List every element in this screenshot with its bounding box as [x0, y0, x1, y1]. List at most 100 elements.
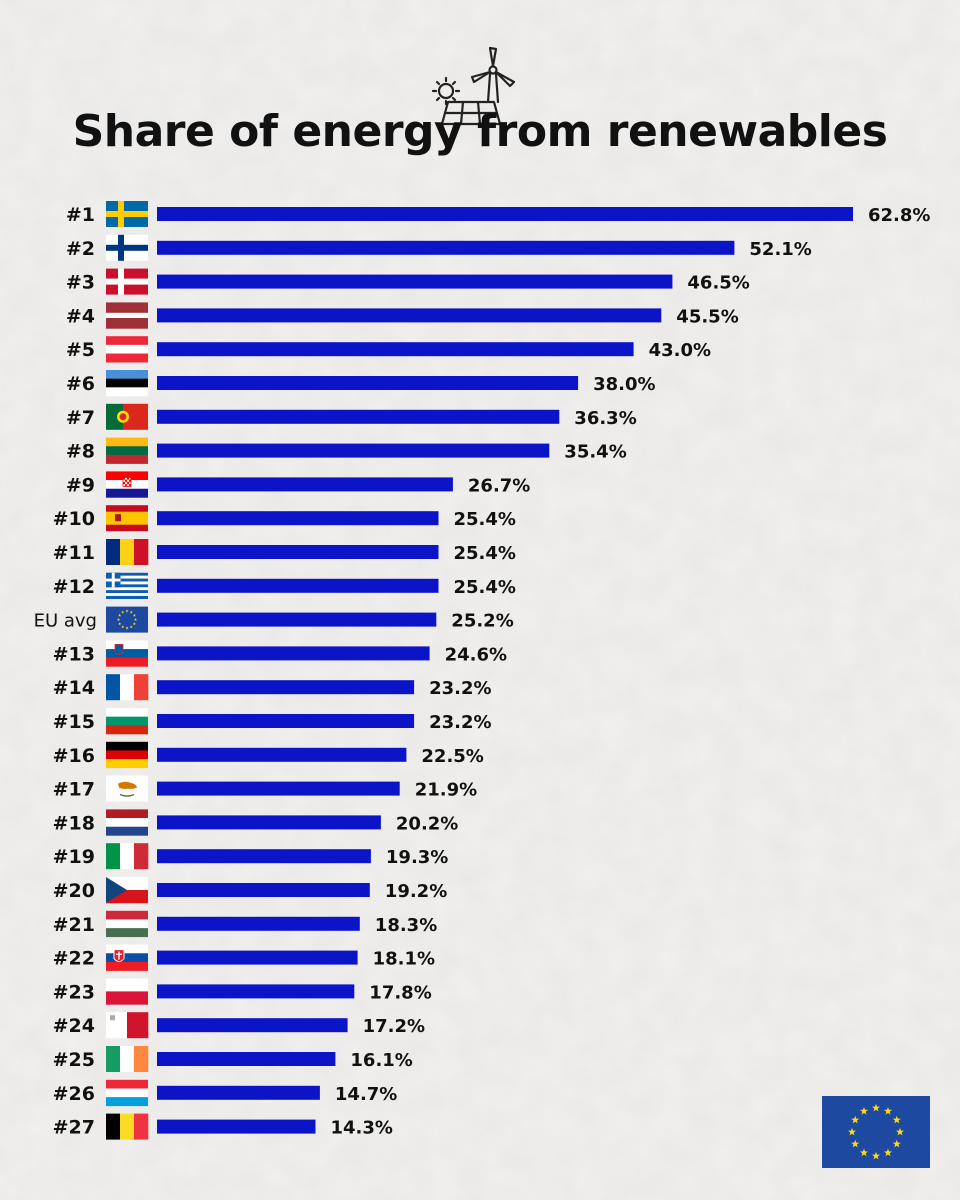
value-label: 25.2%	[451, 611, 513, 632]
bar	[157, 714, 415, 728]
bar	[157, 207, 853, 221]
value-label: 17.2%	[363, 1016, 425, 1037]
bar	[157, 849, 371, 864]
wind-turbine-solar-panel-icon	[431, 46, 516, 126]
value-label: 62.8%	[868, 205, 930, 226]
value-label: 18.1%	[373, 949, 435, 970]
category-label: #6	[66, 373, 95, 395]
eu-flag-logo	[822, 1096, 930, 1168]
bar	[157, 1018, 348, 1033]
category-label: #15	[53, 711, 95, 733]
bar	[157, 443, 550, 458]
greece-flag	[106, 572, 148, 599]
finland-flag	[106, 234, 148, 261]
category-label: #1	[66, 204, 95, 226]
category-label: #18	[53, 812, 95, 834]
cyprus-flag	[106, 775, 148, 802]
value-label: 26.7%	[468, 475, 530, 496]
portugal-flag	[106, 403, 148, 430]
slovakia-flag	[106, 944, 148, 971]
bar	[157, 781, 400, 796]
category-label: #5	[66, 339, 95, 361]
luxembourg-flag	[106, 1079, 148, 1107]
value-label: 19.3%	[386, 847, 448, 868]
value-label: 18.3%	[375, 915, 437, 936]
category-label: #22	[53, 948, 95, 970]
value-label: 21.9%	[415, 780, 477, 801]
eu-flag	[106, 606, 148, 633]
lithuania-flag	[106, 437, 148, 464]
category-label: #13	[53, 643, 95, 665]
category-label: #14	[53, 677, 95, 699]
value-label: 25.4%	[454, 543, 516, 564]
value-label: 25.4%	[454, 509, 516, 530]
bar	[157, 883, 370, 897]
category-label: #26	[53, 1083, 95, 1105]
malta-flag	[106, 1012, 149, 1039]
value-label: 20.2%	[396, 813, 458, 834]
category-label: #16	[53, 745, 95, 767]
value-label: 25.4%	[454, 577, 516, 598]
category-label: #9	[66, 474, 95, 496]
bar	[157, 477, 453, 492]
bar	[157, 578, 439, 593]
value-label: 14.7%	[335, 1084, 397, 1105]
latvia-flag	[106, 302, 148, 329]
value-label: 19.2%	[385, 881, 447, 902]
value-label: 14.3%	[331, 1118, 393, 1139]
ireland-flag	[106, 1046, 149, 1072]
bar	[157, 1119, 316, 1134]
bar	[157, 308, 662, 323]
value-label: 43.0%	[649, 340, 711, 361]
bar	[157, 612, 437, 627]
category-label: #8	[66, 441, 95, 463]
category-label: #4	[66, 305, 95, 327]
category-label: #20	[53, 880, 95, 902]
bar	[157, 916, 360, 931]
denmark-flag	[106, 268, 148, 295]
bar	[157, 342, 634, 357]
slovenia-flag	[106, 640, 148, 667]
value-label: 38.0%	[593, 374, 655, 395]
category-label: #25	[53, 1049, 95, 1071]
category-label: #2	[66, 238, 95, 260]
czechia-flag	[106, 877, 148, 904]
value-label: 35.4%	[564, 442, 626, 463]
croatia-flag	[106, 471, 148, 498]
bar	[157, 240, 735, 255]
netherlands-flag	[106, 809, 148, 836]
estonia-flag	[106, 370, 148, 397]
bar	[157, 1085, 320, 1100]
category-label: #3	[66, 272, 95, 294]
value-label: 23.2%	[429, 712, 491, 733]
bar	[157, 984, 355, 999]
bar	[157, 950, 358, 965]
value-label: 46.5%	[687, 273, 749, 294]
value-label: 22.5%	[421, 746, 483, 767]
category-label: #24	[53, 1015, 95, 1037]
value-label: 45.5%	[676, 306, 738, 327]
value-label: 23.2%	[429, 678, 491, 699]
sweden-flag	[106, 201, 148, 227]
category-label: #10	[53, 508, 95, 530]
category-label-eu-avg: EU avg	[34, 611, 97, 632]
value-label: 17.8%	[369, 982, 431, 1003]
category-label: #23	[53, 981, 95, 1003]
category-label: #11	[53, 542, 95, 564]
category-label: #19	[53, 846, 95, 868]
chart-title: Share of energy from renewables	[72, 106, 888, 157]
value-label: 24.6%	[445, 644, 507, 665]
bar	[157, 1052, 336, 1066]
bar	[157, 274, 673, 289]
bar	[157, 545, 439, 559]
bar	[157, 680, 415, 695]
value-label: 52.1%	[749, 239, 811, 260]
value-label: 36.3%	[574, 408, 636, 429]
category-label: #12	[53, 576, 95, 598]
category-label: #7	[66, 407, 95, 429]
bar	[157, 646, 430, 661]
bulgaria-flag	[106, 708, 148, 735]
bar	[157, 815, 381, 830]
